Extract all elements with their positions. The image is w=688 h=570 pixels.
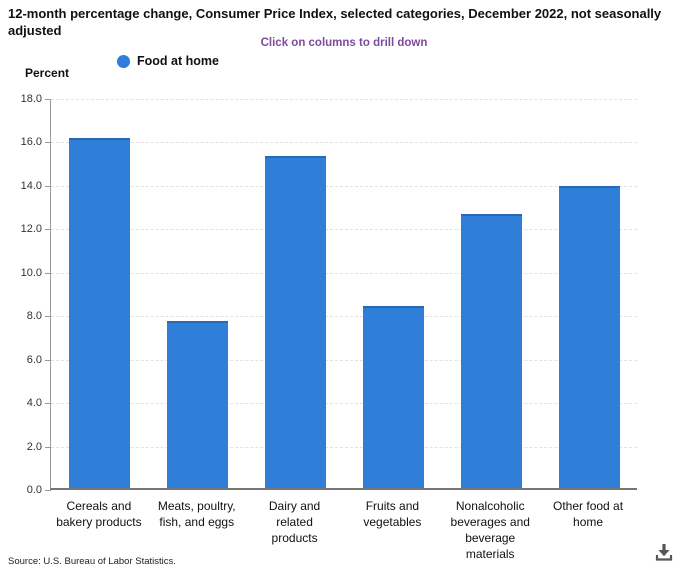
y-axis-label: 16.0 bbox=[20, 136, 42, 149]
y-axis-tick bbox=[45, 403, 51, 405]
y-axis-label: 4.0 bbox=[26, 397, 42, 410]
bar-other-food-at-home[interactable] bbox=[558, 186, 620, 488]
y-axis-tick bbox=[45, 272, 51, 274]
x-axis-label-text: Fruits and vegetables bbox=[363, 499, 422, 529]
gridline bbox=[51, 99, 637, 100]
legend-label: Food at home bbox=[137, 54, 219, 68]
bar-dairy-and-related-products[interactable] bbox=[265, 155, 327, 488]
y-axis-tick bbox=[45, 229, 51, 231]
y-axis-tick bbox=[45, 359, 51, 361]
x-axis-label: Meats, poultry, fish, and eggs bbox=[148, 498, 246, 562]
bar-cereals-and-bakery-products[interactable] bbox=[69, 138, 131, 488]
y-axis-tick bbox=[45, 99, 51, 100]
plot-area bbox=[45, 99, 637, 491]
x-axis-label: Fruits and vegetables bbox=[343, 498, 441, 562]
gridline bbox=[51, 359, 637, 361]
x-axis-label: Nonalcoholic beverages and beverage mate… bbox=[441, 498, 539, 562]
y-axis-label: 10.0 bbox=[20, 266, 42, 279]
y-axis-label: 0.0 bbox=[26, 484, 42, 496]
x-axis-label-text: Dairy and related products bbox=[268, 499, 321, 545]
bar-fruits-and-vegetables[interactable] bbox=[362, 305, 424, 488]
y-axis-tick bbox=[45, 185, 51, 187]
gridline bbox=[51, 142, 637, 144]
y-axis-title: Percent bbox=[25, 66, 70, 80]
chart-title: 12-month percentage change, Consumer Pri… bbox=[8, 6, 662, 38]
gridline bbox=[51, 272, 637, 274]
drill-down-note: Click on columns to drill down bbox=[260, 37, 428, 49]
bar-meats-poultry-fish-and-eggs[interactable] bbox=[167, 320, 229, 488]
download-button[interactable] bbox=[650, 538, 678, 566]
y-axis-label: 14.0 bbox=[20, 179, 42, 192]
x-axis-label-text: Cereals and bakery products bbox=[56, 499, 142, 529]
y-axis-label: 6.0 bbox=[26, 353, 42, 366]
x-axis-label: Dairy and related products bbox=[246, 498, 344, 562]
y-axis-label: 2.0 bbox=[26, 440, 42, 453]
gridline bbox=[51, 403, 637, 405]
x-axis-label-text: Meats, poultry, fish, and eggs bbox=[157, 499, 236, 529]
y-axis-label: 8.0 bbox=[26, 310, 42, 323]
x-axis-labels: Cereals and bakery products Meats, poultr… bbox=[50, 498, 637, 562]
x-axis-label: Other food at home bbox=[539, 498, 637, 562]
y-axis-label: 12.0 bbox=[20, 223, 42, 236]
gridline bbox=[51, 446, 637, 448]
legend-item-food-at-home[interactable]: Food at home bbox=[117, 54, 219, 68]
y-axis-tick bbox=[45, 316, 51, 318]
legend-circle-icon bbox=[117, 54, 130, 68]
y-axis-label: 18.0 bbox=[20, 93, 42, 105]
gridline bbox=[51, 185, 637, 187]
source-note: Source: U.S. Bureau of Labor Statistics. bbox=[8, 556, 176, 567]
gridline bbox=[51, 316, 637, 318]
y-axis-tick bbox=[45, 446, 51, 448]
x-axis-label-text: Other food at home bbox=[553, 499, 624, 529]
download-icon bbox=[655, 544, 673, 561]
x-axis-label-text: Nonalcoholic beverages and beverage mate… bbox=[450, 499, 530, 561]
y-axis-labels: 18.0 16.0 14.0 12.0 10.0 8.0 6.0 4.0 2.0 0.0 bbox=[0, 93, 42, 496]
x-axis-label: Cereals and bakery products bbox=[50, 498, 148, 562]
y-axis-tick bbox=[45, 142, 51, 144]
y-axis-tick bbox=[45, 490, 51, 491]
gridline bbox=[51, 229, 637, 231]
bar-nonalcoholic-beverages-and-beverage-materials[interactable] bbox=[460, 214, 522, 488]
